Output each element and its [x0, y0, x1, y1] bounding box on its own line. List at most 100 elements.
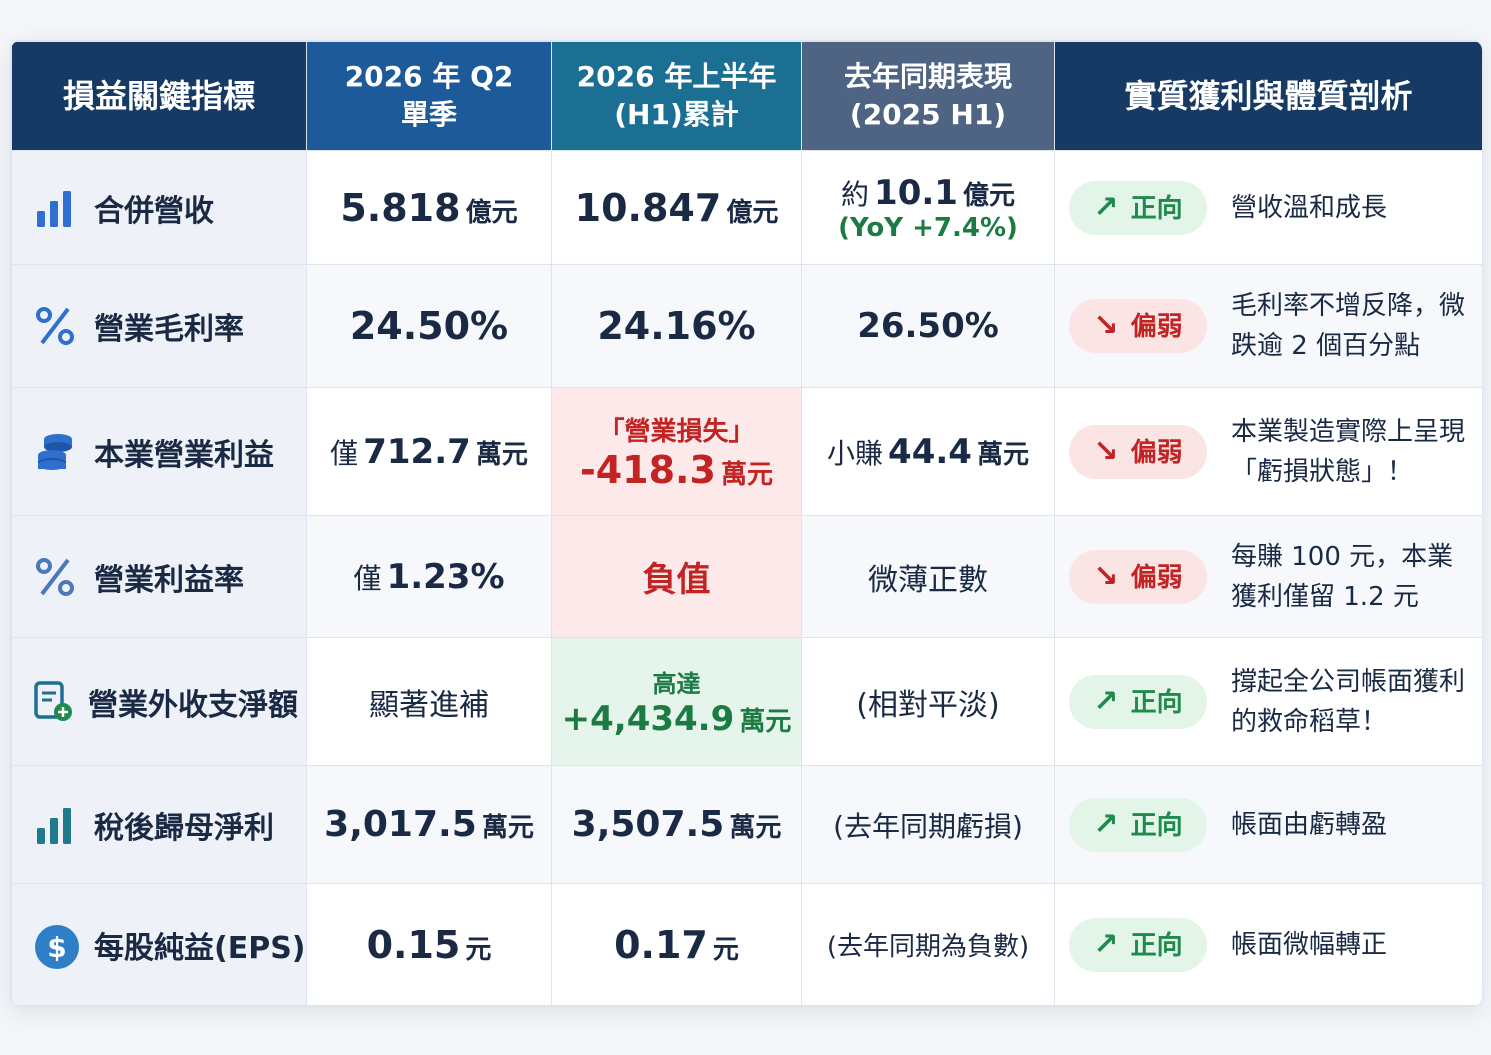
h1-unit: 萬元 [739, 707, 792, 737]
ly-cell: (去年同期為負數) [801, 883, 1055, 1006]
arrow-up-icon: ↗ [1093, 926, 1119, 962]
percent-icon [34, 305, 76, 347]
h1-value: +4,434.9 [561, 699, 735, 739]
ly-value: 10.1 [874, 172, 958, 213]
h1-value: 負值 [642, 560, 711, 600]
trend-label: 正向 [1130, 193, 1183, 224]
header-metric: 損益關鍵指標 [11, 41, 307, 151]
coins-stack-icon [34, 431, 76, 473]
metric-cell: 營業毛利率 [11, 264, 307, 388]
q2-cell: 5.818 億元 [306, 150, 552, 265]
table-row: 營業外收支淨額 顯著進補 高達 +4,434.9 萬元 (相對平淡) ↗ 正向 撐起… [11, 637, 1482, 766]
table-row: 合併營收 5.818 億元 10.847 億元 約 10.1 億元 (YoY +… [11, 150, 1482, 265]
arrow-up-icon: ↗ [1093, 806, 1119, 842]
metric-cell: 本業營業利益 [11, 387, 307, 516]
ly-cell: 26.50% [801, 264, 1055, 388]
header-row: 損益關鍵指標 2026 年 Q2 單季 2026 年上半年 (H1)累計 去年同… [11, 41, 1482, 151]
h1-value: 24.16% [597, 304, 756, 348]
q2-cell: 僅 712.7 萬元 [306, 387, 552, 516]
trend-label: 偏弱 [1130, 562, 1183, 593]
header-h1-line2: (H1)累計 [614, 98, 739, 131]
trend-badge: ↘ 偏弱 [1069, 549, 1207, 604]
q2-text: 顯著進補 [369, 687, 489, 723]
h1-value: 10.847 [574, 185, 722, 230]
header-q2: 2026 年 Q2 單季 [306, 41, 552, 151]
table-row: 稅後歸母淨利 3,017.5 萬元 3,507.5 萬元 (去年同期虧損) ↗ 正… [11, 765, 1482, 884]
ly-unit: 萬元 [977, 439, 1030, 470]
arrow-down-icon: ↘ [1093, 433, 1119, 469]
table-row: $ 每股純益(EPS) 0.15 元 0.17 元 (去年同期為負數) ↗ 正向 帳… [11, 883, 1482, 1006]
analysis-cell: ↘ 偏弱 毛利率不增反降，微跌逾 2 個百分點 [1054, 264, 1482, 388]
arrow-down-icon: ↘ [1093, 558, 1119, 594]
percent-icon [34, 556, 76, 598]
h1-cell: 10.847 億元 [551, 150, 802, 265]
trend-label: 偏弱 [1130, 437, 1183, 468]
analysis-note: 本業製造實際上呈現「虧損狀態」！ [1231, 416, 1466, 487]
analysis-note: 每賺 100 元，本業獲利僅留 1.2 元 [1231, 541, 1454, 612]
q2-unit: 億元 [465, 197, 518, 228]
q2-cell: 僅 1.23% [306, 515, 552, 638]
h1-cell: 0.17 元 [551, 883, 802, 1006]
metric-cell: 營業外收支淨額 [11, 637, 307, 766]
ly-cell: (去年同期虧損) [801, 765, 1055, 884]
q2-cell: 24.50% [306, 264, 552, 388]
analysis-note: 帳面由虧轉盈 [1231, 809, 1388, 840]
analysis-cell: ↗ 正向 帳面由虧轉盈 [1054, 765, 1482, 884]
table-row: 營業毛利率 24.50% 24.16% 26.50% ↘ 偏弱 毛利率不增反降，微跌… [11, 264, 1482, 388]
metric-label: 本業營業利益 [94, 437, 274, 473]
trend-badge: ↗ 正向 [1069, 674, 1207, 729]
ly-prefix: 約 [840, 177, 869, 211]
q2-cell: 顯著進補 [306, 637, 552, 766]
metric-label: 合併營收 [94, 193, 214, 229]
metric-cell: 營業利益率 [11, 515, 307, 638]
header-ly-line2: (2025 H1) [849, 98, 1007, 131]
svg-text:$: $ [47, 931, 66, 964]
q2-unit: 萬元 [475, 439, 528, 470]
ly-cell: 約 10.1 億元 (YoY +7.4%) [801, 150, 1055, 265]
metric-label: 營業外收支淨額 [88, 687, 298, 723]
table-row: 本業營業利益 僅 712.7 萬元 「營業損失」 -418.3 萬元 小賺 44… [11, 387, 1482, 516]
h1-cell: 「營業損失」 -418.3 萬元 [551, 387, 802, 516]
header-ly-line1: 去年同期表現 [843, 60, 1012, 93]
trend-badge: ↗ 正向 [1069, 917, 1207, 972]
ly-text: (去年同期為負數) [826, 932, 1030, 962]
ly-yoy: (YoY +7.4%) [838, 212, 1018, 243]
trend-badge: ↘ 偏弱 [1069, 299, 1207, 353]
q2-unit: 萬元 [481, 813, 534, 843]
h1-value: -418.3 [579, 448, 716, 492]
q2-prefix: 僅 [353, 561, 382, 595]
document-plus-icon [32, 680, 74, 723]
h1-value: 3,507.5 [571, 804, 725, 845]
ly-text: (相對平淡) [856, 687, 1000, 723]
ly-value: 44.4 [888, 431, 972, 472]
ly-text: (去年同期虧損) [833, 809, 1023, 843]
header-last-year: 去年同期表現 (2025 H1) [801, 41, 1055, 151]
h1-unit: 萬元 [721, 460, 774, 490]
analysis-note: 營收溫和成長 [1231, 192, 1388, 223]
q2-cell: 3,017.5 萬元 [306, 765, 552, 884]
q2-value: 712.7 [363, 431, 471, 472]
h1-unit: 萬元 [729, 813, 782, 843]
analysis-note: 撐起全公司帳面獲利的救命稻草！ [1231, 666, 1466, 737]
metric-label: 營業利益率 [94, 562, 244, 598]
h1-unit: 億元 [726, 197, 779, 228]
q2-prefix: 僅 [330, 436, 359, 470]
income-metrics-table: 損益關鍵指標 2026 年 Q2 單季 2026 年上半年 (H1)累計 去年同… [11, 41, 1482, 1006]
ly-value: 26.50% [857, 306, 999, 346]
analysis-cell: ↘ 偏弱 本業製造實際上呈現「虧損狀態」！ [1054, 387, 1482, 516]
metric-label: 營業毛利率 [94, 312, 244, 347]
table-row: 營業利益率 僅 1.23% 負值 微薄正數 ↘ 偏弱 每賺 100 元，本業獲利僅留… [11, 515, 1482, 638]
q2-value: 0.15 [366, 922, 461, 967]
arrow-up-icon: ↗ [1093, 683, 1119, 719]
q2-value: 3,017.5 [324, 804, 477, 845]
arrow-down-icon: ↘ [1093, 308, 1119, 343]
h1-unit: 元 [712, 934, 739, 965]
metric-cell: 稅後歸母淨利 [11, 765, 307, 884]
metric-label: 稅後歸母淨利 [94, 810, 274, 846]
trend-badge: ↘ 偏弱 [1069, 424, 1207, 479]
metric-cell: 合併營收 [11, 150, 307, 265]
h1-cell: 高達 +4,434.9 萬元 [551, 637, 802, 766]
h1-value: 0.17 [614, 922, 708, 967]
analysis-note: 帳面微幅轉正 [1231, 929, 1388, 960]
trend-badge: ↗ 正向 [1069, 797, 1207, 852]
